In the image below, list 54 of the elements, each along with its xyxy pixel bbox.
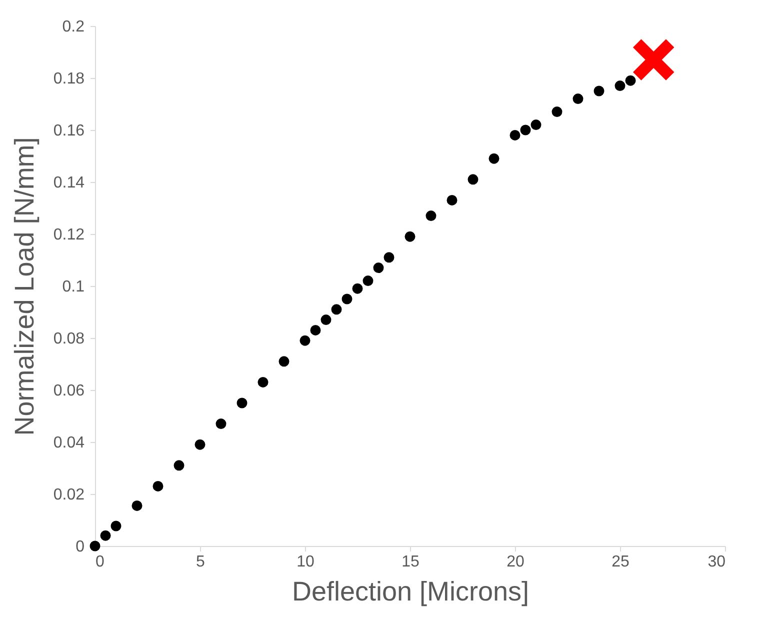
point bbox=[90, 540, 100, 552]
point bbox=[331, 304, 342, 315]
x-axis-title: Deflection [Microns] bbox=[292, 576, 530, 606]
y-tick-label: 0.12 bbox=[53, 226, 85, 244]
point bbox=[236, 398, 248, 408]
y-tick-label: 0.16 bbox=[53, 122, 85, 140]
point bbox=[572, 94, 584, 104]
point bbox=[373, 262, 384, 274]
y-tick-label: 0.18 bbox=[53, 70, 85, 88]
point bbox=[625, 75, 636, 86]
y-tick-label: 0.14 bbox=[53, 174, 85, 192]
x-tick-label: 0 bbox=[96, 554, 104, 570]
x-tick-label: 5 bbox=[196, 554, 206, 570]
y-axis-title: Normalized Load [N/mm] bbox=[9, 137, 40, 436]
x-tick-label: 15 bbox=[402, 554, 420, 570]
point bbox=[132, 500, 142, 511]
point bbox=[342, 294, 352, 304]
point bbox=[614, 80, 626, 92]
point bbox=[194, 439, 206, 450]
point bbox=[632, 39, 674, 80]
point bbox=[278, 356, 290, 367]
point bbox=[300, 335, 310, 346]
y-tick-label: 0.1 bbox=[62, 278, 85, 296]
y-tick-label: 0 bbox=[76, 538, 85, 556]
point bbox=[468, 174, 478, 185]
y-tick-label: 0.06 bbox=[53, 382, 85, 400]
x-tick-label: 10 bbox=[296, 554, 314, 570]
point bbox=[552, 106, 562, 118]
x-tick-label: 25 bbox=[612, 554, 630, 570]
point bbox=[404, 231, 416, 242]
point bbox=[100, 530, 111, 541]
y-tick-label: 0.2 bbox=[62, 18, 85, 36]
point bbox=[426, 210, 436, 222]
point bbox=[352, 283, 363, 294]
point bbox=[488, 153, 500, 164]
y-tick-label: 0.04 bbox=[53, 434, 85, 452]
point bbox=[320, 314, 332, 326]
x-tick-label: 30 bbox=[708, 554, 726, 570]
x-tick-label: 20 bbox=[506, 554, 524, 570]
y-tick-label: 0.02 bbox=[53, 486, 85, 504]
point bbox=[110, 520, 122, 532]
point bbox=[152, 480, 164, 492]
point bbox=[362, 276, 374, 286]
point bbox=[216, 418, 226, 430]
point bbox=[530, 120, 542, 130]
point bbox=[520, 124, 531, 136]
point bbox=[310, 324, 321, 336]
point bbox=[384, 252, 394, 263]
point bbox=[510, 130, 520, 140]
point bbox=[594, 86, 604, 96]
point bbox=[446, 194, 458, 206]
y-tick-label: 0.08 bbox=[53, 330, 85, 348]
point bbox=[174, 460, 184, 471]
point bbox=[258, 376, 268, 388]
